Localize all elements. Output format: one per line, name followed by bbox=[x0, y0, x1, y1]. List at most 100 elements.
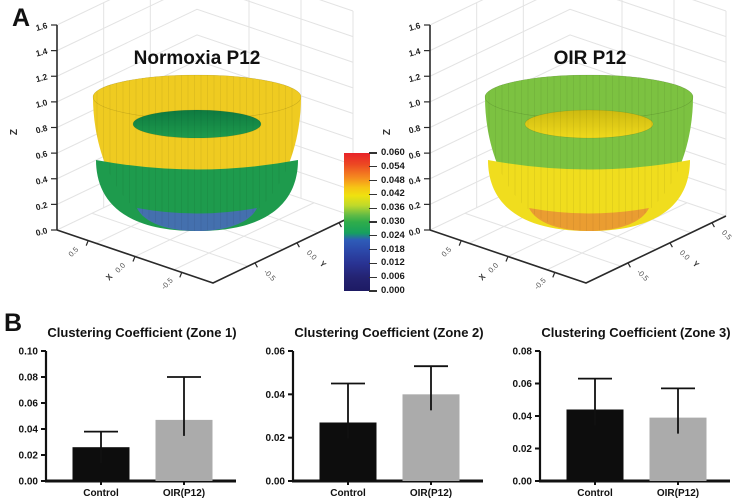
y-tick-label: 0.02 bbox=[19, 451, 39, 462]
surface-plot-normoxia: 0.0 0.2 0.4 0.6 0.8 1.0 1.2 1.4 1.6 Z 0.5 0.0 -0.5 X -… bbox=[9, 0, 361, 292]
y-tick-label: -0.5 bbox=[635, 267, 651, 283]
z-tick-label: 1.4 bbox=[35, 46, 49, 59]
x-tick-label: -0.5 bbox=[159, 276, 175, 292]
y-tick-label: 0.00 bbox=[266, 477, 286, 488]
colorbar-tick-label: 0.000 bbox=[381, 285, 405, 296]
surface-bowl bbox=[484, 74, 694, 231]
z-tick-label: 0.6 bbox=[35, 148, 49, 161]
y-tick-label: 0.00 bbox=[19, 477, 39, 488]
colorbar-tick-label: 0.036 bbox=[381, 202, 405, 214]
bowl-band-bottom bbox=[137, 208, 257, 231]
colorbar-tick bbox=[369, 262, 377, 265]
colorbar-tick-label: 0.006 bbox=[381, 271, 405, 283]
chart-title: Clustering Coefficient (Zone 2) bbox=[294, 325, 483, 340]
chart-title: Clustering Coefficient (Zone 1) bbox=[47, 325, 236, 340]
colorbar-tick-label: 0.048 bbox=[381, 174, 405, 186]
colorbar-tick-label: 0.024 bbox=[381, 229, 405, 241]
colorbar-tick bbox=[369, 235, 377, 237]
colorbar: 0.060 0.054 0.048 0.042 0.036 0.030 0.024 0.018… bbox=[344, 148, 429, 300]
y-tick-label: 0.04 bbox=[513, 412, 533, 423]
z-tick-label: 1.6 bbox=[408, 20, 422, 33]
surface-bowl bbox=[92, 74, 302, 231]
z-tick-label: 0.4 bbox=[35, 174, 49, 187]
y-tick-label: 0.04 bbox=[266, 390, 286, 401]
colorbar-tick bbox=[369, 290, 377, 292]
z-tick-label: 0.2 bbox=[35, 200, 49, 213]
z-tick-label: 1.0 bbox=[408, 97, 422, 110]
y-tick-label: 0.5 bbox=[720, 228, 734, 242]
chart-title: Clustering Coefficient (Zone 3) bbox=[541, 325, 730, 340]
bar-chart-zone-2: Clustering Coefficient (Zone 2) 0.00 0.02 0… bbox=[247, 300, 494, 499]
category-label: OIR(P12) bbox=[163, 488, 205, 499]
error-bar bbox=[84, 430, 118, 464]
error-bar bbox=[167, 376, 201, 436]
x-tick-label: 0.5 bbox=[440, 245, 454, 259]
z-tick-label: 0.6 bbox=[408, 148, 422, 161]
y-tick-label: 0.02 bbox=[266, 433, 286, 444]
panel-b-label: B bbox=[4, 309, 23, 337]
surface-plot-oir: 0.0 0.2 0.4 0.6 0.8 1.0 1.2 1.4 1.6 Z 0.5 0.0 -0.5 X -… bbox=[382, 0, 734, 292]
z-tick-label: 0.2 bbox=[408, 200, 422, 213]
bar-chart-zone-3: Clustering Coefficient (Zone 3) 0.00 0.02 0… bbox=[494, 300, 741, 499]
x-tick-label: 0.5 bbox=[67, 245, 81, 259]
error-bar bbox=[414, 365, 448, 411]
colorbar-gradient bbox=[344, 153, 370, 291]
x-axis-label: X bbox=[477, 272, 488, 283]
x-tick-label: 0.0 bbox=[113, 261, 127, 275]
z-tick-label: 0.8 bbox=[408, 123, 422, 136]
z-tick-label: 0.4 bbox=[408, 174, 422, 187]
plot-title: Normoxia P12 bbox=[134, 48, 261, 69]
plot-title: OIR P12 bbox=[554, 48, 627, 69]
y-tick-label: 0.08 bbox=[19, 373, 39, 384]
category-label: Control bbox=[83, 488, 119, 499]
bar-chart-zone-1: Clustering Coefficient (Zone 1) 0.00 0.02 0… bbox=[0, 300, 247, 499]
z-tick-label: 0.0 bbox=[408, 225, 422, 238]
colorbar-tick-label: 0.030 bbox=[381, 216, 405, 227]
bowl-inner-wall bbox=[524, 109, 654, 139]
y-tick-label: 0.06 bbox=[513, 379, 533, 390]
y-tick-label: 0.08 bbox=[513, 347, 533, 358]
z-axis-label: Z bbox=[9, 129, 20, 135]
z-tick-label: 1.2 bbox=[35, 71, 49, 84]
x-axis-label: X bbox=[104, 272, 115, 283]
z-tick-label: 0.0 bbox=[35, 225, 49, 238]
error-bar bbox=[578, 377, 612, 426]
z-ticks bbox=[51, 24, 342, 278]
y-tick-label: 0.0 bbox=[305, 248, 319, 262]
y-tick-label: 0.04 bbox=[19, 425, 39, 436]
bar-chart-svg: Clustering Coefficient (Zone 2) 0.00 0.02 0… bbox=[266, 325, 484, 499]
y-tick-label: 0.06 bbox=[266, 347, 286, 358]
colorbar-tick-label: 0.018 bbox=[381, 243, 405, 255]
category-label: OIR(P12) bbox=[410, 488, 452, 499]
z-tick-label: 1.6 bbox=[35, 20, 49, 33]
colorbar-tick bbox=[369, 221, 377, 223]
bar-chart-svg: Clustering Coefficient (Zone 1) 0.00 0.02 0… bbox=[19, 325, 237, 499]
z-axis-label: Z bbox=[382, 129, 393, 135]
y-tick-label: 0.10 bbox=[19, 347, 39, 358]
panel-a-label: A bbox=[12, 4, 31, 32]
category-label: Control bbox=[577, 488, 613, 499]
surface-mesh bbox=[488, 75, 685, 231]
y-tick-label: 0.0 bbox=[678, 248, 692, 262]
colorbar-tick bbox=[369, 179, 377, 182]
z-tick-label: 0.8 bbox=[35, 123, 49, 136]
colorbar-tick bbox=[369, 152, 377, 154]
category-label: OIR(P12) bbox=[657, 488, 699, 499]
category-label: Control bbox=[330, 488, 366, 499]
colorbar-tick bbox=[369, 193, 377, 196]
colorbar-tick bbox=[369, 207, 377, 209]
y-axis-label: Y bbox=[318, 259, 329, 270]
error-bar bbox=[661, 387, 695, 434]
x-tick-label: -0.5 bbox=[532, 276, 548, 292]
z-tick-label: 1.4 bbox=[408, 46, 422, 59]
x-tick-label: 0.0 bbox=[486, 261, 500, 275]
z-ticks bbox=[424, 24, 715, 278]
colorbar-tick-label: 0.054 bbox=[381, 160, 405, 172]
bowl-inner-wall bbox=[132, 109, 262, 139]
z-tick-label: 1.2 bbox=[408, 71, 422, 84]
bar-chart-svg: Clustering Coefficient (Zone 3) 0.00 0.02 0… bbox=[513, 325, 731, 499]
y-tick-label: 0.06 bbox=[19, 399, 39, 410]
y-tick-label: -0.5 bbox=[262, 267, 278, 283]
colorbar-tick-label: 0.042 bbox=[381, 188, 405, 200]
y-tick-label: 0.02 bbox=[513, 444, 533, 455]
